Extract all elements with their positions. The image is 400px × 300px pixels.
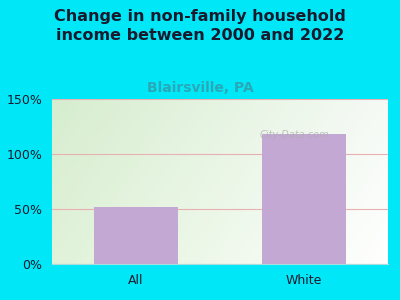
Text: City-Data.com: City-Data.com: [259, 130, 329, 140]
Bar: [262, 134, 346, 264]
Bar: [94, 207, 178, 264]
Text: Change in non-family household
income between 2000 and 2022: Change in non-family household income be…: [54, 9, 346, 43]
Text: Blairsville, PA: Blairsville, PA: [147, 81, 253, 95]
